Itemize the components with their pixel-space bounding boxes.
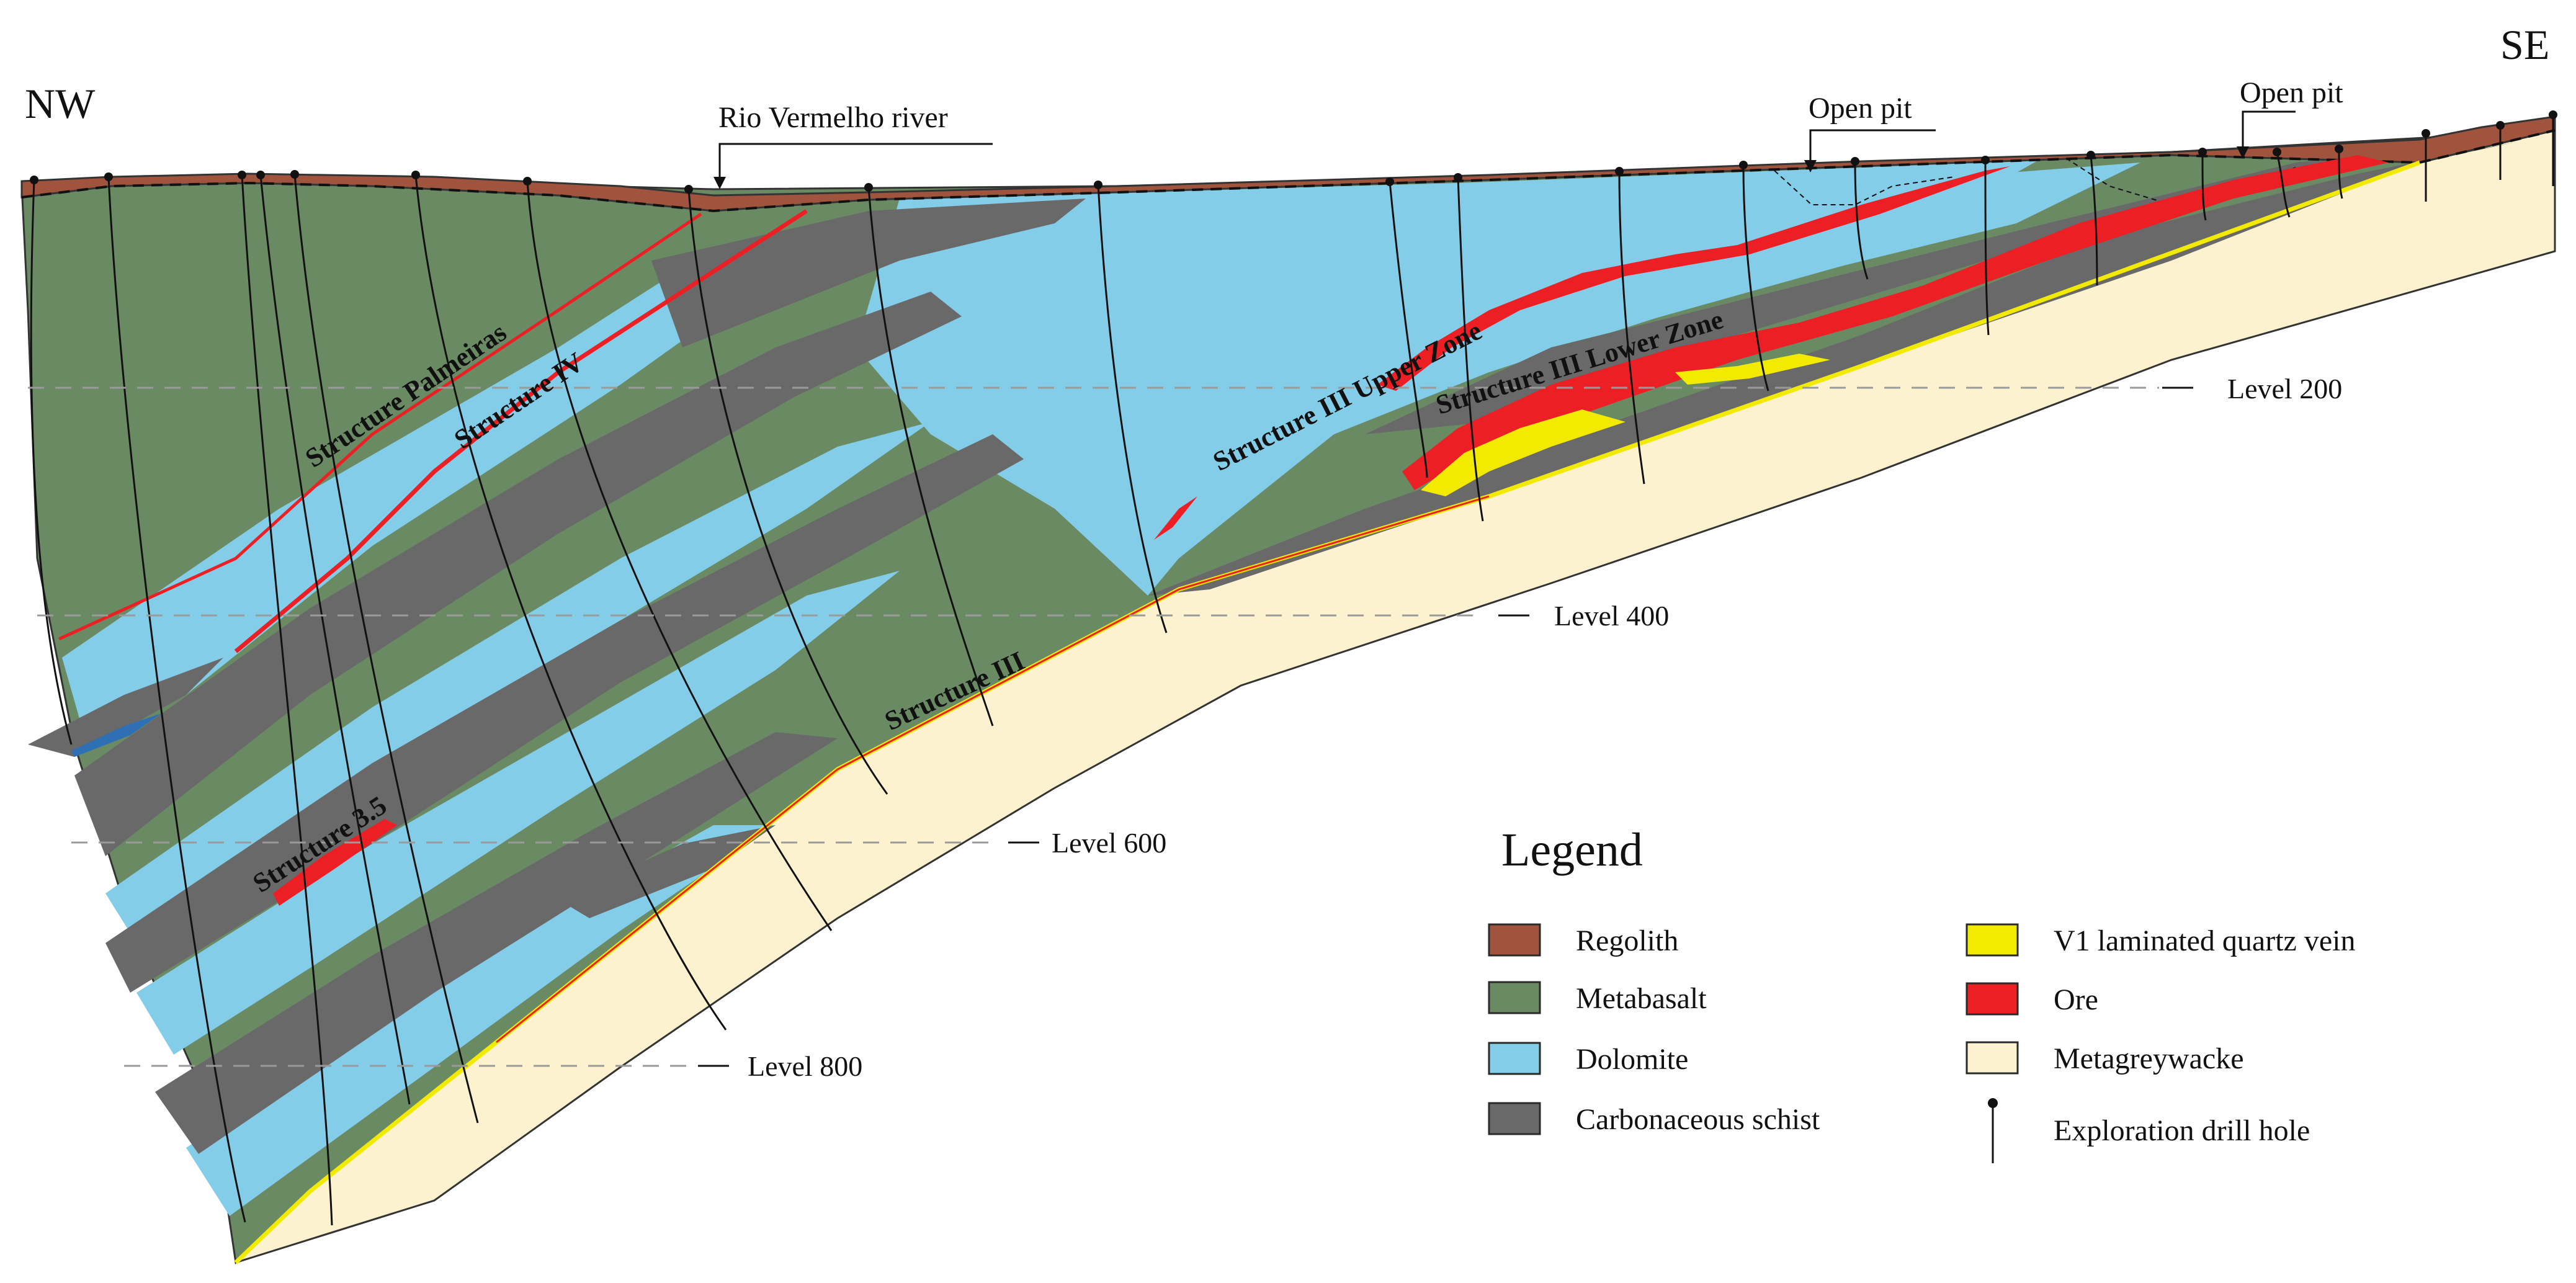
open-pit-1-leader	[1809, 129, 1936, 163]
river-arrow-icon	[713, 177, 726, 189]
legend-label-carbonaceous-schist: Carbonaceous schist	[1576, 1103, 1820, 1136]
schist-band-se	[1148, 141, 2519, 596]
schist-band-low	[155, 732, 838, 1154]
ore-structure-iii-upper	[1377, 166, 2010, 391]
legend-label-dolomite: Dolomite	[1576, 1043, 1688, 1076]
river-label: Rio Vermelho river	[718, 101, 948, 134]
open-pit-1-label: Open pit	[1809, 92, 1912, 125]
se-label: SE	[2500, 21, 2549, 68]
schist-sliver-base	[558, 825, 776, 918]
ore-structure-palmeiras	[58, 212, 702, 641]
open-pit-outline-1	[1774, 170, 1955, 205]
legend-swatch-carbonaceous-schist	[1488, 1102, 1541, 1135]
ore-structure-3-5	[273, 819, 397, 906]
legend-label-drill-hole: Exploration drill hole	[2054, 1114, 2310, 1147]
legend-swatch-quartz-vein	[1966, 923, 2019, 957]
river-leader	[718, 143, 993, 180]
regolith-cap	[20, 115, 2556, 212]
ore-lens-small	[1154, 496, 1197, 540]
regolith-base-dashed	[21, 129, 2556, 213]
exploration-drill-holes	[30, 115, 2554, 1226]
level-200-label: Level 200	[2227, 373, 2342, 405]
quartz-vein-lower-2	[1675, 354, 1830, 385]
ore-structure-iii-base	[496, 495, 1490, 1044]
open-pit-2-leader	[2242, 110, 2296, 149]
schist-sliver-left	[28, 658, 223, 757]
legend-swatch-dolomite	[1488, 1042, 1541, 1075]
legend-label-metagreywacke: Metagreywacke	[2054, 1042, 2244, 1075]
legend-label-quartz-vein: V1 laminated quartz vein	[2054, 924, 2356, 957]
legend-swatch-ore	[1966, 982, 2019, 1016]
open-pit-1-arrow-icon	[1804, 160, 1817, 172]
open-pit-2-arrow-icon	[2237, 146, 2249, 159]
dolomite-band-left-4	[186, 825, 776, 1216]
drill-collars	[30, 110, 2557, 194]
legend: Legend Regolith Metabasalt Dolomite Carb…	[1488, 824, 2356, 1163]
blue-lens	[71, 713, 161, 757]
level-lines	[28, 387, 2159, 1067]
legend-swatch-regolith	[1488, 923, 1541, 957]
nw-label: NW	[25, 80, 96, 127]
schist-band-upper	[651, 199, 1086, 347]
legend-title: Legend	[1501, 824, 1643, 876]
level-400-label: Level 400	[1554, 600, 1669, 632]
legend-label-metabasalt: Metabasalt	[1576, 982, 1707, 1015]
level-600-label: Level 600	[1052, 827, 1166, 859]
legend-label-ore: Ore	[2054, 983, 2098, 1016]
legend-swatch-metagreywacke	[1966, 1041, 2019, 1075]
ore-structure-iv	[234, 209, 808, 653]
dolomite-band-left-3	[136, 571, 900, 1055]
level-800-label: Level 800	[748, 1050, 862, 1082]
level-ticks	[698, 387, 2193, 1067]
quartz-vein-lower	[1421, 409, 1626, 496]
dolomite-band-left-1	[62, 248, 794, 744]
schist-band-mid-1	[74, 292, 962, 856]
open-pit-2-label: Open pit	[2240, 76, 2343, 109]
legend-swatch-metabasalt	[1488, 981, 1541, 1014]
dolomite-band-upper-right	[1427, 163, 2140, 372]
legend-label-regolith: Regolith	[1576, 924, 1678, 957]
